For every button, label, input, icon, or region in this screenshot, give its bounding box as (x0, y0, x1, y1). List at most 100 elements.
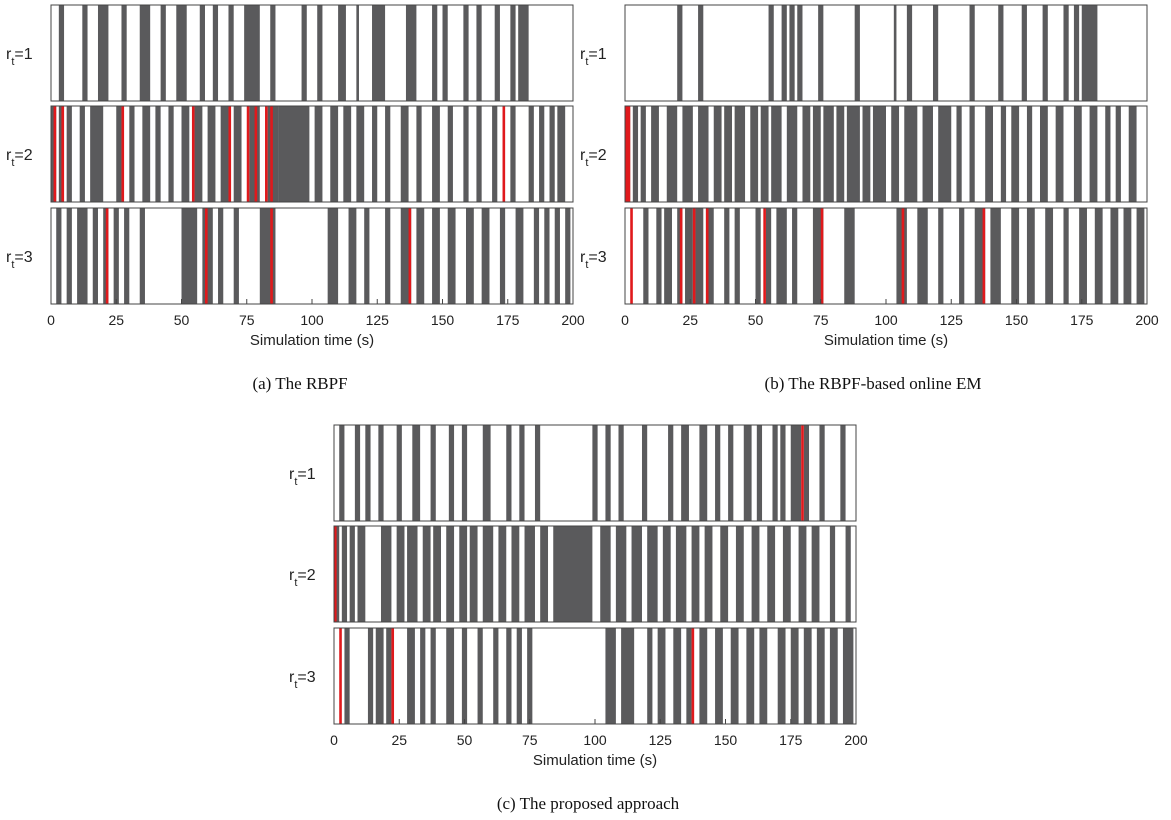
gray-bar (904, 106, 918, 202)
gray-bar (891, 106, 900, 202)
gray-bar (422, 526, 431, 622)
gray-bar (378, 425, 384, 521)
x-tick-label: 0 (621, 312, 629, 328)
gray-bar (493, 628, 499, 724)
gray-bar (506, 628, 512, 724)
row-2: rt=2 (580, 105, 1148, 203)
red-marker (763, 208, 766, 304)
gray-bar (433, 526, 442, 622)
raster-chart-c: rt=1rt=2 rt=3 0 25 50 75 100 125 150 175 200Simula… (289, 424, 868, 769)
gray-bar (519, 425, 525, 521)
gray-bar (447, 106, 453, 202)
row-label-value: =1 (14, 46, 32, 63)
gray-bar (730, 628, 739, 724)
red-marker (61, 106, 65, 202)
gray-bar (97, 5, 109, 101)
row-label-sub: t (11, 56, 14, 68)
gray-bar (811, 526, 820, 622)
gray-bar (776, 208, 787, 304)
row-label: rt=1 (6, 46, 33, 68)
gray-bar (343, 106, 352, 202)
row-2: rt=2 (6, 105, 574, 203)
gray-bar (1055, 106, 1064, 202)
red-marker (705, 208, 709, 304)
x-tick-label: 25 (682, 312, 698, 328)
gray-bar (662, 526, 671, 622)
gray-bar (768, 5, 774, 101)
x-tick-label: 175 (1070, 312, 1094, 328)
gray-bar (872, 106, 886, 202)
caption-c: (c) The proposed approach (496, 794, 680, 813)
gray-bar (317, 5, 323, 101)
gray-bar (605, 628, 616, 724)
row-label-main: r (289, 466, 295, 483)
x-tick-label: 125 (366, 312, 390, 328)
row-label: rt=2 (6, 147, 33, 169)
row-frame (333, 525, 857, 623)
row-label-sub: t (585, 56, 588, 68)
gray-bar (510, 5, 516, 101)
gray-bar (1094, 208, 1103, 304)
x-axis: 0 25 50 75 100 125 150 175 200 Simulation time (s… (621, 299, 1159, 349)
gray-bar (1045, 208, 1054, 304)
gray-bar (756, 425, 763, 521)
gray-bar (724, 208, 730, 304)
gray-bar (385, 106, 391, 202)
gray-bar (782, 526, 791, 622)
row-label: rt=3 (580, 249, 607, 271)
row-label-main: r (6, 46, 12, 63)
x-tick-label: 25 (108, 312, 124, 328)
gray-bar (77, 208, 88, 304)
gray-bar (66, 208, 72, 304)
gray-bar (959, 208, 965, 304)
gray-bar (349, 526, 355, 622)
x-axis-label: Simulation time (s) (824, 332, 948, 349)
gray-bar (553, 526, 593, 622)
gray-bar (533, 208, 540, 304)
row-label-sub: t (585, 157, 588, 169)
row-label-value: =2 (14, 147, 32, 164)
row-label-sub: t (11, 157, 14, 169)
raster-chart-b: rt=1rt=2rt=30 25 50 75 100 125 150 175 200Simula… (580, 4, 1159, 349)
gray-bar (673, 628, 682, 724)
row-2: rt=2 (289, 525, 857, 623)
gray-bar (142, 106, 151, 202)
gray-bar (1011, 106, 1020, 202)
gray-bar (416, 208, 425, 304)
gray-bar (789, 5, 795, 101)
gray-bar (339, 425, 345, 521)
gray-bar (698, 5, 704, 101)
caption-b: (b) The RBPF-based online EM (764, 374, 982, 393)
red-marker (265, 106, 268, 202)
row-3: rt=3 (580, 207, 1148, 305)
row-3: rt=3 (6, 207, 574, 305)
gray-bar (181, 106, 190, 202)
gray-bar (1123, 208, 1132, 304)
row-1: rt=1 (289, 424, 857, 522)
row-label-sub: t (11, 259, 14, 271)
gray-bar (79, 106, 85, 202)
gray-bar (797, 5, 803, 101)
gray-bar (176, 5, 187, 101)
x-axis: 0 25 50 75 100 125 150 175 200 Simulation time (s… (330, 719, 868, 769)
gray-bar (780, 425, 786, 521)
gray-bar (220, 106, 229, 202)
gray-bar (499, 208, 506, 304)
gray-bar (1105, 106, 1111, 202)
gray-bar (715, 628, 723, 724)
gray-bar (407, 628, 415, 724)
gray-bar (765, 208, 772, 304)
figure-c: rt=1 rt=2 rt=3 0 25 50 75 100 125 150 175 200 Simula… (283, 420, 873, 790)
gray-bar (713, 106, 722, 202)
gray-bar (651, 106, 659, 202)
gray-bar (181, 208, 198, 304)
red-marker (334, 526, 337, 622)
row-label-main: r (580, 46, 586, 63)
gray-bar (365, 425, 371, 521)
gray-bar (160, 5, 166, 101)
gray-bar (432, 208, 440, 304)
gray-bar (249, 106, 260, 202)
gray-bar (840, 425, 846, 521)
row-label: rt=3 (289, 669, 316, 691)
gray-bar (259, 208, 276, 304)
